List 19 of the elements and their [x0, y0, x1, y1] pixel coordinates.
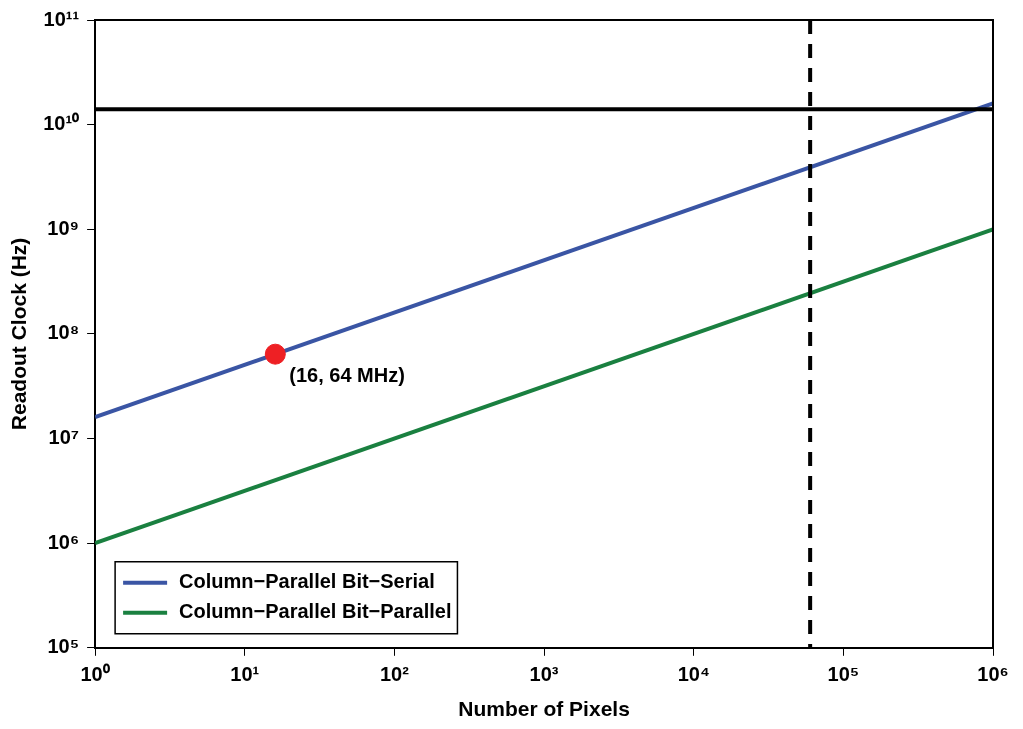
x-tick-label: 10⁶ — [977, 663, 1009, 686]
x-tick-label: 10⁰ — [80, 663, 110, 686]
y-tick-label: 10⁶ — [47, 530, 80, 553]
y-tick-label: 10¹⁰ — [43, 112, 80, 135]
x-axis-title: Number of Pixels — [458, 697, 630, 721]
x-tick-label: 10⁵ — [827, 663, 860, 686]
legend-label: Column−Parallel Bit−Serial — [179, 570, 435, 593]
x-tick-label: 10² — [379, 663, 410, 686]
x-tick-label: 10¹ — [230, 663, 260, 686]
y-tick-label: 10⁵ — [47, 635, 80, 658]
x-tick-label: 10³ — [529, 663, 559, 686]
annotation: (16, 64 MHz) — [289, 363, 405, 386]
y-tick-label: 10⁸ — [47, 321, 80, 344]
y-axis-title: Readout Clock (Hz) — [7, 237, 31, 431]
y-tick-label: 10⁷ — [48, 426, 80, 449]
y-tick-label: 10⁹ — [47, 216, 80, 239]
x-tick-label: 10⁴ — [677, 663, 710, 686]
y-tick-label: 10¹¹ — [43, 7, 80, 30]
legend-label: Column−Parallel Bit−Parallel — [179, 600, 452, 623]
